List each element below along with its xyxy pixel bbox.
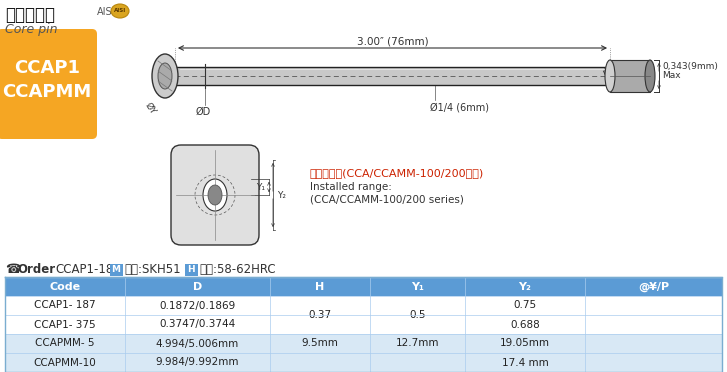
Text: 安装范围：(CCA/CCAMM-100/200系列): 安装范围：(CCA/CCAMM-100/200系列) — [310, 168, 484, 178]
FancyBboxPatch shape — [110, 263, 123, 276]
Bar — [5, 353, 722, 372]
Text: 0,343(9mm): 0,343(9mm) — [662, 62, 718, 71]
FancyBboxPatch shape — [171, 145, 259, 245]
Bar — [5, 315, 722, 334]
FancyBboxPatch shape — [185, 263, 198, 276]
Text: Code: Code — [49, 282, 81, 292]
Text: 硬度:58-62HRC: 硬度:58-62HRC — [199, 263, 276, 276]
Text: 9.5mm: 9.5mm — [302, 339, 339, 349]
Text: 0.75: 0.75 — [513, 301, 537, 311]
Ellipse shape — [158, 63, 172, 89]
Text: ØY: ØY — [143, 101, 158, 116]
Text: @¥/P: @¥/P — [638, 281, 669, 292]
Text: AISI: AISI — [97, 7, 116, 17]
Text: 3.00″ (76mm): 3.00″ (76mm) — [357, 36, 428, 46]
Text: CCAP1- 187: CCAP1- 187 — [34, 301, 96, 311]
Text: 12.7mm: 12.7mm — [395, 339, 439, 349]
Bar — [5, 296, 722, 315]
Text: Y₁: Y₁ — [257, 183, 265, 192]
Text: (CCA/CCAMM-100/200 series): (CCA/CCAMM-100/200 series) — [310, 194, 464, 204]
Bar — [610, 60, 650, 92]
Text: Y₂: Y₂ — [518, 282, 531, 292]
Text: AISI: AISI — [114, 9, 126, 13]
Text: 0.3747/0.3744: 0.3747/0.3744 — [159, 320, 236, 330]
Ellipse shape — [203, 179, 227, 211]
Text: 侧抽芯镶针: 侧抽芯镶针 — [5, 6, 55, 24]
Text: M: M — [111, 265, 121, 274]
Ellipse shape — [152, 54, 178, 98]
Text: ØD: ØD — [196, 107, 211, 117]
Bar — [175, 67, 610, 85]
Text: Core pin: Core pin — [5, 23, 57, 36]
Text: 0.688: 0.688 — [510, 320, 540, 330]
Text: Installed range:: Installed range: — [310, 182, 392, 192]
Text: 9.984/9.992mm: 9.984/9.992mm — [156, 357, 239, 368]
Text: CCAPMM: CCAPMM — [2, 83, 92, 101]
Text: CCAP1-187: CCAP1-187 — [55, 263, 121, 276]
FancyBboxPatch shape — [0, 29, 97, 139]
Text: ☎: ☎ — [5, 263, 20, 276]
Bar — [5, 277, 722, 296]
Text: Order: Order — [17, 263, 55, 276]
Text: H: H — [316, 282, 325, 292]
Text: H: H — [187, 265, 195, 274]
Text: 0.1872/0.1869: 0.1872/0.1869 — [159, 301, 236, 311]
Text: CCAPMM-10: CCAPMM-10 — [33, 357, 97, 368]
Text: Ø1/4 (6mm): Ø1/4 (6mm) — [430, 102, 489, 112]
Ellipse shape — [645, 60, 655, 92]
Text: 19.05mm: 19.05mm — [500, 339, 550, 349]
Bar — [5, 334, 722, 353]
Text: Y₁: Y₁ — [411, 282, 424, 292]
Ellipse shape — [208, 185, 222, 205]
Text: CCAP1- 375: CCAP1- 375 — [34, 320, 96, 330]
Text: 17.4 mm: 17.4 mm — [502, 357, 548, 368]
Text: Max: Max — [662, 71, 680, 80]
Text: 0.37: 0.37 — [308, 310, 332, 320]
Text: CCAPMM- 5: CCAPMM- 5 — [35, 339, 95, 349]
Text: 材质:SKH51: 材质:SKH51 — [124, 263, 180, 276]
Text: D: D — [193, 282, 202, 292]
Text: CCAP1: CCAP1 — [14, 59, 80, 77]
Ellipse shape — [605, 60, 615, 92]
Text: 4.994/5.006mm: 4.994/5.006mm — [156, 339, 239, 349]
Text: 0.5: 0.5 — [409, 310, 426, 320]
Text: Y₂: Y₂ — [277, 190, 286, 199]
Ellipse shape — [111, 4, 129, 18]
